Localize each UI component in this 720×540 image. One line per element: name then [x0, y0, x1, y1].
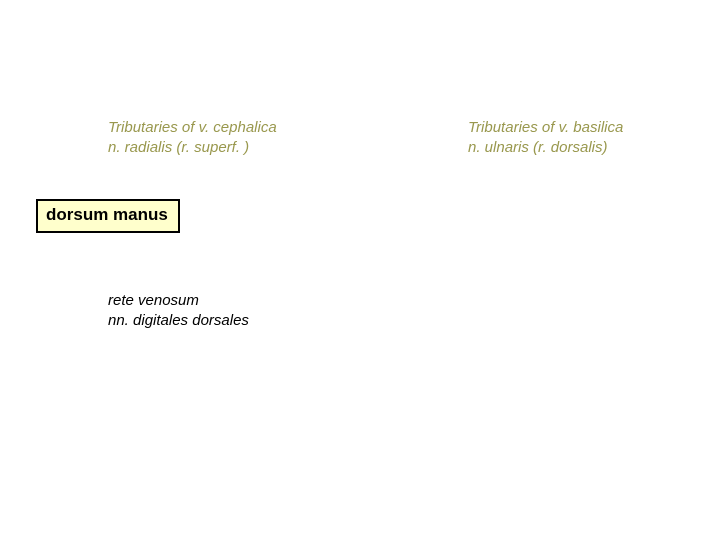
- left-bottom-line1: rete venosum: [108, 291, 249, 311]
- right-top-line2-prefix: n. ulnaris (r. dorsalis: [468, 139, 603, 156]
- right-top-line2-paren: ): [603, 139, 608, 156]
- right-top-line1: Tributaries of v. basilica: [468, 118, 623, 138]
- left-top-line2: n. radialis (r. superf. ): [108, 138, 277, 158]
- heading-dorsum-manus: dorsum manus: [36, 199, 180, 233]
- left-top-line1: Tributaries of v. cephalica: [108, 118, 277, 138]
- left-bottom-block: rete venosum nn. digitales dorsales: [108, 291, 249, 330]
- right-top-block: Tributaries of v. basilica n. ulnaris (r…: [468, 118, 623, 157]
- right-top-line2: n. ulnaris (r. dorsalis): [468, 138, 623, 158]
- left-bottom-line2: nn. digitales dorsales: [108, 311, 249, 331]
- heading-text: dorsum manus: [46, 205, 168, 224]
- slide-canvas: Tributaries of v. cephalica n. radialis …: [0, 0, 720, 540]
- left-top-block: Tributaries of v. cephalica n. radialis …: [108, 118, 277, 157]
